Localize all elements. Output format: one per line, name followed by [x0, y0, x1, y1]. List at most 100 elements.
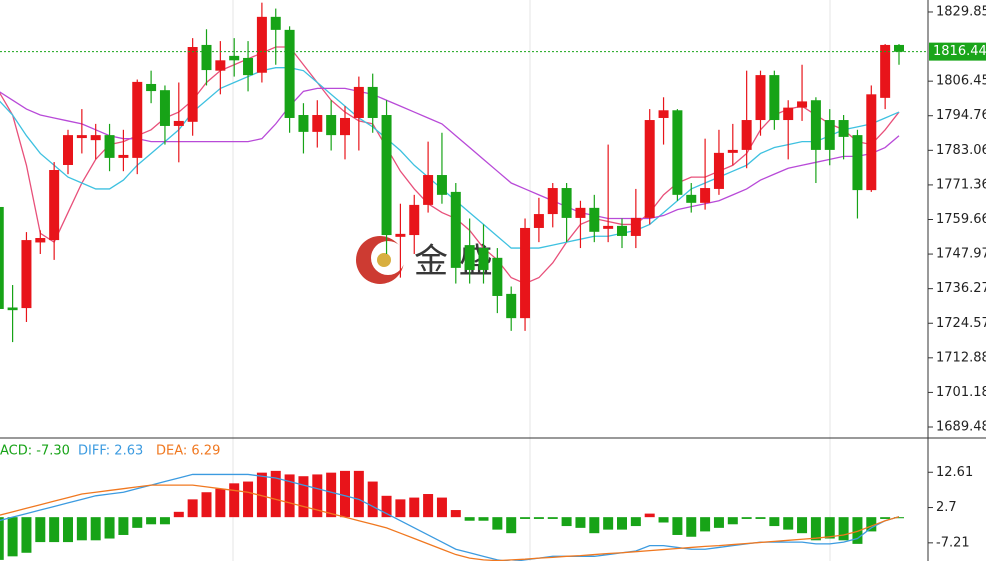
- y-tick-label: 1794.76: [936, 108, 986, 123]
- candle-body: [478, 248, 489, 270]
- candle-body: [187, 47, 198, 122]
- candle-body: [644, 120, 655, 218]
- y-tick-label: 2.7: [936, 500, 957, 515]
- candle-body: [243, 57, 254, 76]
- macd-bar: [700, 517, 711, 532]
- macd-bar: [755, 517, 766, 519]
- candle-body: [547, 188, 558, 215]
- candle-body: [21, 240, 32, 309]
- candle-body: [395, 233, 406, 237]
- candle-body: [533, 214, 544, 228]
- candle-body: [0, 206, 4, 309]
- macd-bar: [630, 517, 641, 527]
- macd-bar: [810, 517, 821, 541]
- macd-bar: [450, 510, 461, 518]
- candle-body: [880, 44, 891, 98]
- y-tick-label: 1736.27: [936, 281, 986, 296]
- y-tick-label: 1747.97: [936, 247, 986, 262]
- candle-body: [727, 149, 738, 153]
- macd-bar: [520, 517, 531, 519]
- candle-body: [713, 152, 724, 189]
- macd-bar: [395, 499, 406, 518]
- macd-bar: [533, 517, 544, 519]
- macd-bar: [783, 517, 794, 530]
- macd-bar: [187, 499, 198, 518]
- y-tick-label: 1783.06: [936, 143, 986, 158]
- candle-body: [298, 115, 309, 132]
- macd-bar: [0, 517, 4, 560]
- macd-bar: [672, 517, 683, 535]
- candle-body: [353, 86, 364, 118]
- candle-body: [132, 81, 143, 158]
- candle-body: [686, 194, 697, 203]
- macd-bar: [603, 517, 614, 530]
- macd-bar: [104, 517, 115, 539]
- candle-body: [866, 94, 877, 191]
- candle-body: [90, 135, 101, 141]
- candle-body: [423, 175, 434, 205]
- macd-bar: [118, 517, 129, 535]
- y-tick-label: 1701.18: [936, 385, 986, 400]
- ma-line: [0, 67, 900, 249]
- last-price-box: [929, 42, 986, 61]
- macd-bar: [686, 517, 697, 537]
- candle-body: [464, 245, 475, 270]
- candle-body: [603, 225, 614, 229]
- candle-body: [159, 90, 170, 126]
- macd-bar: [284, 474, 295, 518]
- candle-body: [104, 135, 115, 158]
- macd-bar: [644, 513, 655, 518]
- candle-body: [118, 154, 129, 158]
- macd-bar: [866, 517, 877, 532]
- candle-body: [838, 120, 849, 137]
- macd-bar: [575, 517, 586, 528]
- macd-label: DEA: 6.29: [156, 444, 220, 459]
- candle-body: [284, 29, 295, 118]
- candle-body: [7, 307, 18, 311]
- candle-body: [755, 75, 766, 121]
- macd-bar: [326, 472, 337, 518]
- y-tick-label: 1771.36: [936, 177, 986, 192]
- y-tick-label: -7.21: [936, 535, 970, 550]
- macd-bar: [215, 488, 226, 518]
- candle-body: [520, 227, 531, 319]
- candle-body: [506, 293, 517, 319]
- candle-body: [658, 110, 669, 118]
- candle-body: [35, 238, 46, 243]
- macd-bar: [713, 517, 724, 528]
- macd-bar: [409, 497, 420, 518]
- candle-body: [215, 60, 226, 71]
- macd-bar: [741, 517, 752, 519]
- macd-bar: [423, 494, 434, 518]
- candle-body: [700, 188, 711, 203]
- macd-bar: [852, 517, 863, 544]
- macd-bar: [159, 517, 170, 525]
- candle-body: [76, 135, 87, 139]
- candle-body: [575, 207, 586, 218]
- candle-body: [630, 217, 641, 236]
- macd-bar: [894, 517, 904, 519]
- macd-bar: [132, 517, 143, 528]
- y-tick-label: 1724.57: [936, 316, 986, 331]
- macd-bar: [243, 481, 254, 518]
- candle-body: [852, 135, 863, 191]
- macd-bar: [146, 517, 157, 525]
- macd-bar: [173, 511, 184, 518]
- macd-bar: [367, 481, 378, 518]
- candle-body: [672, 110, 683, 195]
- macd-bar: [7, 517, 18, 557]
- candle-body: [326, 115, 337, 136]
- macd-bar: [298, 476, 309, 518]
- macd-bar: [90, 517, 101, 541]
- macd-bar: [547, 517, 558, 519]
- macd-bar: [838, 517, 849, 541]
- macd-bar: [256, 472, 267, 518]
- candle-body: [173, 120, 184, 126]
- candle-body: [256, 16, 267, 73]
- macd-bar: [21, 517, 32, 553]
- candle-body: [229, 55, 240, 61]
- candle-body: [450, 191, 461, 268]
- macd-bar: [492, 517, 503, 530]
